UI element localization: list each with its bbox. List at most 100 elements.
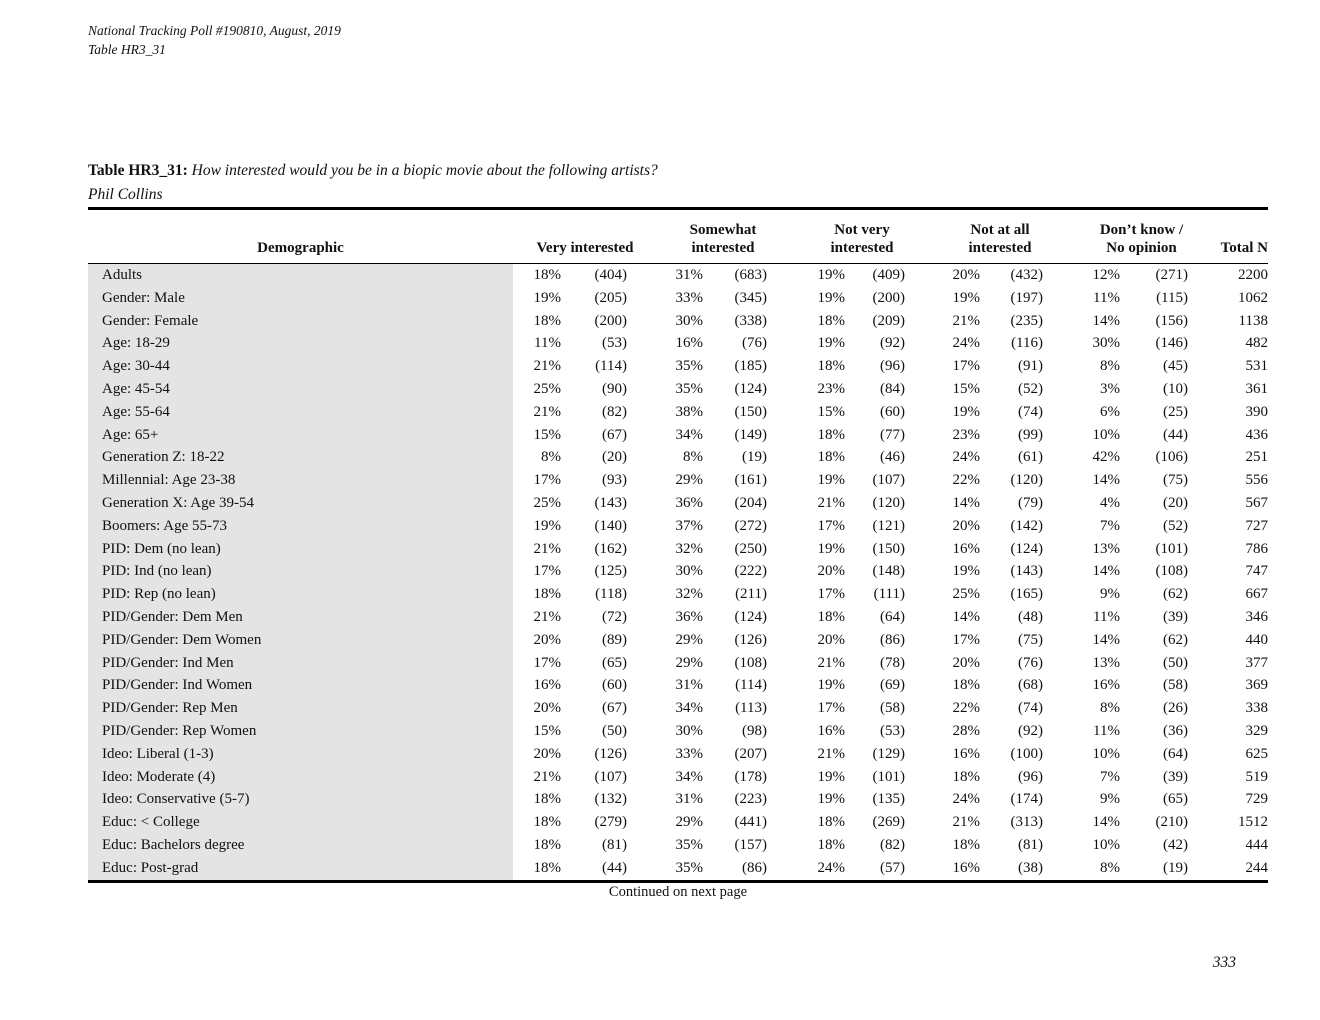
table-row: Age: 30-44 21% (114) 35% (185) 18% (96) 17% (91)… <box>88 355 1268 378</box>
row-label: PID/Gender: Ind Men <box>88 651 513 675</box>
pct-cell: 21% <box>952 312 981 329</box>
table-row: PID/Gender: Dem Women 20% (89) 29% (126) 20% (… <box>88 628 1269 652</box>
total-cell: 361 <box>1245 380 1269 397</box>
count-cell: (143) <box>594 494 628 511</box>
pct-cell: 19% <box>817 540 846 557</box>
pct-cell: 29% <box>675 814 704 831</box>
pct-cell: 20% <box>952 267 981 283</box>
pct-cell: 11% <box>1093 289 1120 306</box>
pct-cell: 20% <box>952 517 981 534</box>
total-cell: 1512 <box>1238 814 1268 831</box>
table-row: PID/Gender: Dem Men 21% (72) 36% (124) 18% (64… <box>88 605 1268 629</box>
row-label: Age: 55-64 <box>88 400 513 424</box>
row-label: Generation Z: 18-22 <box>88 446 513 470</box>
pct-cell: 18% <box>533 267 562 283</box>
pct-cell: 19% <box>817 677 846 694</box>
count-cell: (157) <box>734 836 768 853</box>
pct-cell: 19% <box>952 563 981 580</box>
pct-cell: 33% <box>675 289 704 306</box>
pct-cell: 10% <box>1092 745 1121 762</box>
count-cell: (84) <box>880 380 905 397</box>
row-label: PID: Dem (no lean) <box>88 537 513 561</box>
count-cell: (60) <box>880 403 905 420</box>
pct-cell: 18% <box>817 814 846 831</box>
total-cell: 625 <box>1245 745 1269 762</box>
count-cell: (108) <box>734 654 768 671</box>
count-cell: (150) <box>734 403 768 420</box>
count-cell: (36) <box>1163 722 1188 739</box>
pct-cell: 16% <box>1092 677 1121 694</box>
col-header-line2: interested <box>968 240 1032 256</box>
pct-cell: 24% <box>817 859 846 876</box>
table-row: PID/Gender: Ind Women 16% (60) 31% (114) 19% (… <box>88 674 1268 698</box>
total-cell: 440 <box>1245 631 1269 648</box>
total-cell: 729 <box>1245 791 1269 808</box>
table-row: Educ: < College 18% (279) 29% (441) 18% (269) 2… <box>88 811 1268 834</box>
count-cell: (74) <box>1018 700 1043 717</box>
pct-cell: 21% <box>533 403 562 420</box>
row-label: Educ: Post-grad <box>88 856 513 880</box>
pct-cell: 32% <box>675 540 704 557</box>
count-cell: (39) <box>1163 768 1188 785</box>
count-cell: (114) <box>595 358 627 375</box>
count-cell: (81) <box>602 836 627 853</box>
count-cell: (42) <box>1163 836 1188 853</box>
count-cell: (60) <box>602 677 627 694</box>
count-cell: (57) <box>880 859 905 876</box>
pct-cell: 21% <box>533 608 562 625</box>
pct-cell: 20% <box>533 631 562 648</box>
pct-cell: 34% <box>675 700 704 717</box>
count-cell: (39) <box>1163 608 1188 625</box>
row-label: Ideo: Liberal (1-3) <box>88 742 513 766</box>
count-cell: (64) <box>1163 745 1188 762</box>
count-cell: (82) <box>880 836 905 853</box>
pct-cell: 23% <box>952 426 981 443</box>
pct-cell: 9% <box>1100 791 1120 808</box>
pct-cell: 19% <box>533 289 562 306</box>
document-header-line2: Table HR3_31 <box>88 41 166 57</box>
pct-cell: 18% <box>533 814 562 831</box>
pct-cell: 8% <box>1100 859 1120 876</box>
pct-cell: 8% <box>683 449 703 466</box>
count-cell: (125) <box>594 563 628 580</box>
count-cell: (62) <box>1163 586 1188 603</box>
pct-cell: 13% <box>1092 654 1121 671</box>
row-label: Educ: Bachelors degree <box>88 833 513 857</box>
pct-cell: 25% <box>533 380 562 397</box>
count-cell: (113) <box>735 700 767 717</box>
pct-cell: 18% <box>533 586 562 603</box>
count-cell: (162) <box>594 540 628 557</box>
total-cell: 444 <box>1245 836 1269 853</box>
col-header-demographic: Demographic <box>257 240 344 256</box>
pct-cell: 8% <box>541 449 561 466</box>
count-cell: (279) <box>594 814 628 831</box>
pct-cell: 24% <box>952 449 981 466</box>
total-cell: 556 <box>1245 472 1269 489</box>
count-cell: (96) <box>880 358 905 375</box>
row-label: Gender: Male <box>88 286 513 310</box>
count-cell: (142) <box>1010 517 1044 534</box>
count-cell: (124) <box>734 608 768 625</box>
total-cell: 519 <box>1245 768 1269 785</box>
count-cell: (150) <box>872 540 906 557</box>
table-header: Demographic Very interested Somewhat int… <box>88 210 1268 263</box>
count-cell: (90) <box>602 380 627 397</box>
table-row: Educ: Post-grad 18% (44) 35% (86) 24% (57) 16% (… <box>88 856 1268 880</box>
count-cell: (146) <box>1155 335 1189 352</box>
count-cell: (25) <box>1163 403 1188 420</box>
pct-cell: 15% <box>533 426 562 443</box>
pct-cell: 18% <box>817 358 846 375</box>
count-cell: (93) <box>602 472 627 489</box>
table-row: Age: 55-64 21% (82) 38% (150) 15% (60) 19% (74) 6… <box>88 400 1268 424</box>
count-cell: (156) <box>1155 312 1189 329</box>
count-cell: (20) <box>602 449 627 466</box>
pct-cell: 25% <box>952 586 981 603</box>
pct-cell: 35% <box>675 380 704 397</box>
count-cell: (148) <box>872 563 906 580</box>
pct-cell: 6% <box>1100 403 1120 420</box>
pct-cell: 16% <box>817 722 846 739</box>
pct-cell: 16% <box>675 335 704 352</box>
pct-cell: 18% <box>533 791 562 808</box>
document-header: National Tracking Poll #190810, August, … <box>88 22 341 59</box>
pct-cell: 17% <box>817 700 846 717</box>
